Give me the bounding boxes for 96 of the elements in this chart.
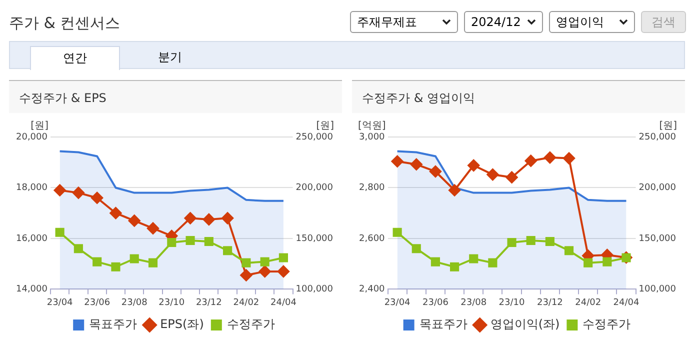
legend-label: 영업이익(좌) [490,317,560,332]
y-tick-label: 2,800 [359,183,386,194]
point [72,186,84,199]
y2-axis-title: [원] [316,120,334,132]
y-axis-title: [원] [30,120,49,132]
point [223,246,232,256]
point [128,214,140,227]
point [260,257,270,266]
x-tick-label: 24/02 [233,298,260,308]
x-tick-label: 24/04 [270,298,297,308]
legend-label: 목표주가 [89,317,138,332]
legend-label: 수정주가 [582,317,631,332]
legend-label: 수정주가 [226,317,275,332]
point [147,222,159,234]
point [92,257,102,266]
point [412,244,421,254]
x-tick-label: 23/06 [422,298,449,308]
x-tick-label: 23/12 [536,298,563,308]
y2-tick-label: 200,000 [296,183,334,194]
point [202,213,215,226]
point [392,228,402,237]
point [469,254,478,264]
y2-axis-title: [원] [659,120,678,132]
chart-title: 수정주가 & EPS [9,81,342,113]
x-tick-label: 24/02 [575,298,602,308]
point [544,152,556,164]
x-tick-label: 23/12 [196,298,222,308]
point [240,269,252,282]
point [54,184,66,196]
point [258,265,271,278]
text: 주가 & 컨센서스 [9,14,120,33]
point [526,236,536,246]
x-tick-label: 23/10 [498,298,526,308]
text: 2024/12 [471,15,521,29]
point [111,262,120,272]
point [277,265,290,278]
legend-label: EPS(좌) [160,317,204,332]
x-tick-label: 23/08 [121,298,148,308]
y2-tick-label: 250,000 [296,132,334,142]
y2-tick-label: 200,000 [638,183,676,194]
x-tick-label: 24/04 [613,298,640,308]
y2-tick-label: 150,000 [638,234,676,244]
y-tick-label: 16,000 [16,234,48,244]
x-tick-label: 23/04 [384,298,411,308]
text: 분기 [157,49,183,66]
point [55,228,64,237]
chart-title: 수정주가 & 영업이익 [352,81,685,113]
point [278,253,288,262]
x-tick-label: 23/08 [460,298,487,308]
point [450,262,460,272]
point [242,258,251,268]
y2-tick-label: 250,000 [638,132,676,142]
point [563,152,576,164]
point [204,236,214,246]
legend-label: 목표주가 [419,317,468,332]
y-tick-label: 2,400 [359,284,386,295]
y-tick-label: 2,600 [359,234,386,244]
point [468,159,480,172]
point [429,166,442,178]
y-tick-label: 20,000 [16,132,48,142]
text: 검색 [641,11,686,33]
text: 주재무제표 [357,14,417,30]
point [222,212,234,224]
point [506,171,518,184]
point [184,212,196,224]
point [486,168,499,181]
point [130,254,139,264]
point [448,184,461,196]
point [524,154,537,167]
y2-tick-label: 100,000 [296,284,334,295]
text: 연간 [30,46,120,70]
y-tick-label: 18,000 [16,183,48,194]
y-tick-label: 14,000 [16,284,48,295]
point [110,207,122,220]
y-tick-label: 3,000 [359,132,386,142]
point [584,258,593,268]
text: 영업이익 [556,14,604,30]
point [410,158,422,170]
point [507,238,516,248]
x-tick-label: 23/06 [84,298,110,308]
point [488,258,498,268]
point [391,155,404,168]
point [74,244,83,254]
point [602,257,612,266]
point [148,258,158,268]
x-tick-label: 23/04 [46,298,74,308]
point [91,192,104,204]
y2-tick-label: 150,000 [296,234,334,244]
x-tick-label: 23/10 [158,298,185,308]
point [564,246,574,256]
y-axis-title: [억원] [358,120,386,132]
y2-tick-label: 100,000 [638,284,676,295]
point [430,257,440,266]
point [186,236,195,246]
point [545,236,554,246]
point [167,238,176,248]
